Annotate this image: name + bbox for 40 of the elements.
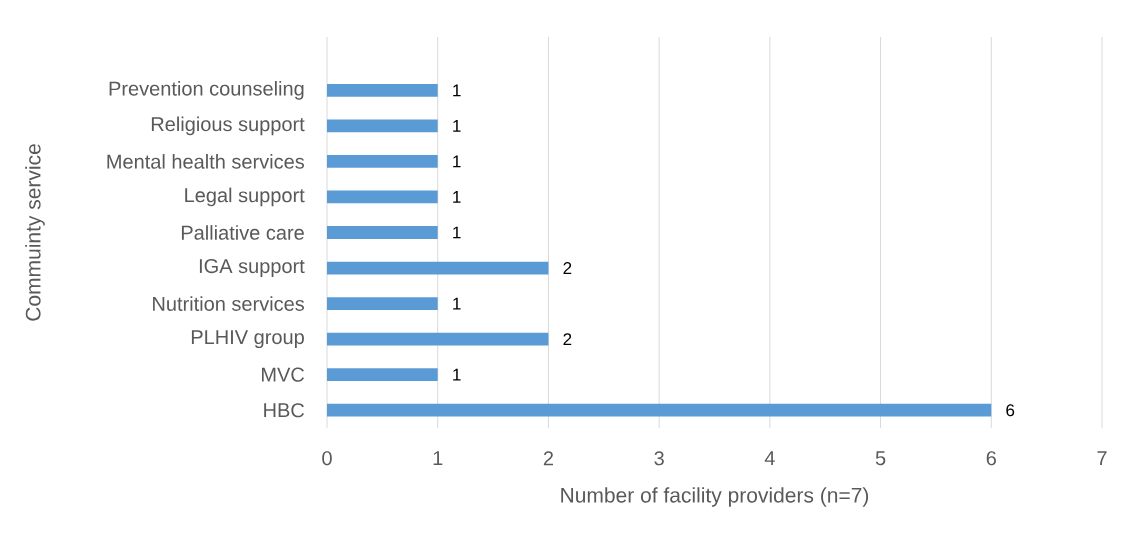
data-label: 1 [453,84,461,97]
bar [327,190,438,204]
y-tick-label: Prevention counseling [109,80,304,100]
data-label: 1 [453,191,461,203]
data-label: 1 [453,119,461,132]
bar [327,403,992,417]
bar [327,332,549,346]
x-tick-label: 7 [1097,451,1107,465]
data-label: 1 [453,155,461,168]
x-tick-label: 2 [543,451,553,466]
bar [327,154,438,168]
bar [327,368,438,382]
x-tick-label: 5 [875,451,886,466]
y-tick-label: MVC [262,367,305,382]
y-tick-label: Religious support [151,116,305,136]
data-label: 1 [453,297,461,310]
data-label: 6 [1006,404,1015,417]
x-axis-title: Number of facility providers (n=7) [561,487,869,507]
y-axis-title: Commuinty service [25,144,45,321]
bar [327,83,438,97]
y-tick-label: Legal support [185,187,305,207]
bar [327,261,549,275]
y-tick-label: Palliative care [181,225,304,240]
y-tick-label: Nutrition services [153,296,305,311]
x-tick-label: 4 [764,451,775,465]
y-tick-label: IGA support [199,258,305,278]
data-label: 1 [453,368,461,381]
y-tick-label: HBC [264,403,305,418]
y-tick-label: PLHIV group [191,330,304,349]
y-tick-label: Mental health services [107,154,305,169]
bar [327,297,438,310]
data-label: 1 [453,226,461,239]
data-label: 2 [563,262,572,274]
data-label: 2 [563,333,572,346]
x-tick-label: 0 [322,451,332,466]
x-tick-label: 3 [654,451,664,466]
bar [327,226,438,239]
x-tick-label: 1 [433,451,443,465]
x-tick-label: 6 [986,451,996,466]
bar [327,119,438,133]
